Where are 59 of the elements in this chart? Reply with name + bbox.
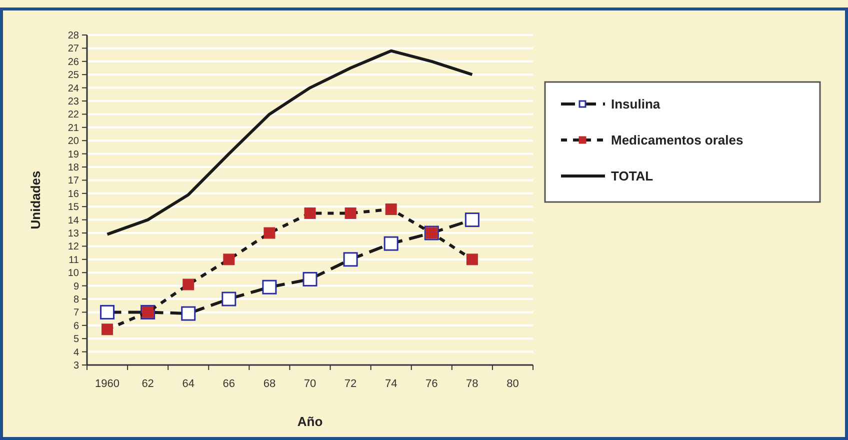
y-axis-title: Unidades: [28, 170, 43, 230]
y-tick-label: 9: [73, 281, 80, 292]
y-tick-label: 23: [68, 96, 80, 108]
x-tick-label: 72: [344, 378, 357, 390]
y-tick-label: 7: [73, 308, 80, 319]
y-tick-label: 19: [68, 149, 80, 160]
point: [343, 252, 358, 267]
x-tick-label: 78: [466, 378, 478, 390]
point: [384, 236, 398, 251]
point: [182, 278, 194, 290]
y-tick-label: 16: [68, 188, 80, 200]
point: [466, 254, 478, 266]
x-tick-label: 68: [263, 378, 276, 390]
x-tick-label: 70: [304, 378, 316, 390]
point: [344, 207, 356, 219]
y-tick-label: 5: [73, 334, 80, 346]
x-axis-title: Año: [297, 414, 323, 429]
y-tick-label: 4: [73, 347, 80, 358]
y-tick-label: 14: [68, 215, 80, 226]
point: [181, 306, 196, 321]
x-tick-label: 1960: [95, 378, 120, 390]
y-tick-label: 13: [68, 228, 80, 240]
y-tick-label: 17: [68, 176, 80, 187]
y-tick-label: 12: [68, 242, 80, 253]
line-series: [106, 49, 474, 236]
point: [222, 292, 236, 306]
y-tick-label: 24: [68, 83, 80, 94]
x-tick-label: 74: [384, 378, 398, 390]
y-tick-label: 15: [68, 202, 80, 214]
y-tick-label: 20: [68, 136, 80, 148]
x-tick-label: 66: [222, 378, 236, 390]
y-tick-label: 25: [68, 70, 80, 82]
point: [385, 203, 397, 215]
point: [100, 304, 115, 320]
point: [264, 227, 276, 239]
y-tick-label: 10: [68, 268, 80, 280]
y-tick-label: 22: [68, 110, 80, 121]
point: [262, 280, 277, 294]
point: [302, 272, 318, 286]
y-tick-label: 6: [73, 320, 80, 332]
y-tick-label: 27: [68, 44, 80, 55]
y-tick-label: 28: [68, 30, 80, 42]
y-tick-label: 18: [68, 162, 80, 174]
y-tick-label: 11: [68, 254, 80, 266]
legend-label: Insulina: [611, 96, 661, 112]
legend-label: TOTAL: [611, 168, 654, 184]
y-tick-label: 3: [73, 360, 80, 372]
x-tick-label: 64: [182, 378, 194, 390]
y-tick-label: 21: [68, 122, 80, 134]
point: [304, 207, 316, 219]
y-tick-label: 8: [73, 294, 80, 306]
legend-label: Medicamentos orales: [611, 132, 744, 148]
x-tick-label: 62: [142, 378, 154, 390]
x-tick-label: 80: [506, 378, 519, 390]
x-tick-label: 76: [426, 378, 438, 390]
point: [102, 324, 114, 336]
y-tick-label: 26: [68, 56, 80, 68]
point: [464, 212, 480, 228]
point: [223, 254, 235, 266]
